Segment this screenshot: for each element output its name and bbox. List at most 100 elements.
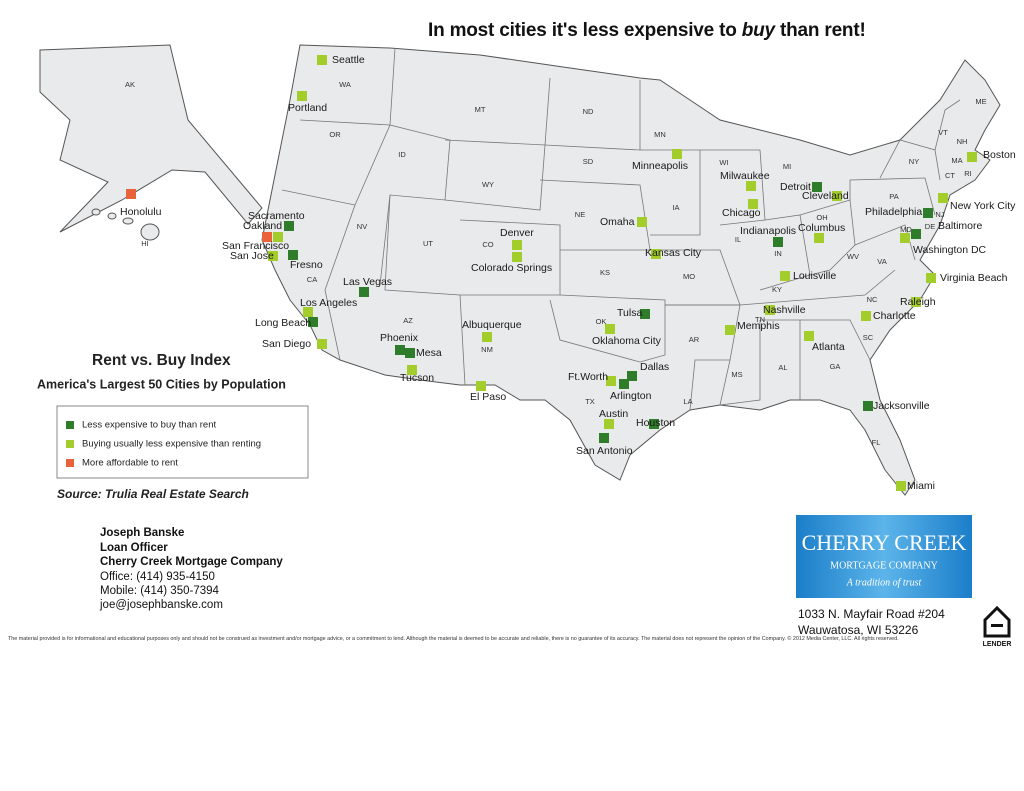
city-label: Nashville	[763, 304, 806, 316]
state-label: MS	[731, 370, 742, 379]
city-label: San Diego	[262, 338, 311, 350]
legend-swatch	[66, 459, 74, 467]
city-label: Oakland	[243, 220, 282, 232]
contact-mobile: Mobile: (414) 350-7394	[100, 585, 219, 597]
city-label: Charlotte	[873, 310, 916, 322]
state-label: WY	[482, 180, 494, 189]
map-shapes	[39, 44, 1001, 496]
city-marker	[512, 252, 522, 262]
legend-box	[56, 405, 309, 479]
state-label: WV	[847, 252, 859, 261]
contact-office: Office: (414) 935-4150	[100, 571, 215, 583]
city-marker	[317, 55, 327, 65]
state-label: GA	[830, 362, 841, 371]
house-bar	[991, 624, 1003, 627]
border	[719, 320, 761, 406]
border	[444, 144, 546, 211]
city-marker	[832, 191, 842, 201]
city-label: Tucson	[400, 372, 434, 384]
island	[122, 217, 134, 225]
city-label: Sacramento	[248, 210, 305, 222]
city-marker	[359, 287, 369, 297]
city-marker	[773, 237, 783, 247]
city-marker	[303, 307, 313, 317]
city-marker	[967, 152, 977, 162]
state-label: MD	[900, 225, 912, 234]
title: In most cities it's less expensive to bu…	[428, 20, 866, 42]
legend-swatch	[66, 421, 74, 429]
title-emphasis: buy	[741, 20, 775, 41]
city-label: Oklahoma City	[592, 335, 662, 347]
city-marker	[861, 311, 871, 321]
city-marker	[273, 232, 283, 242]
city-label: Detroit	[780, 181, 811, 193]
city-label: Honolulu	[120, 206, 162, 218]
city-marker	[804, 331, 814, 341]
state-label: TX	[585, 397, 595, 406]
city-label: Memphis	[737, 320, 780, 332]
state-label: WI	[719, 158, 728, 167]
state-label: SC	[863, 333, 874, 342]
city-label: Indianapolis	[740, 225, 796, 237]
state-label: NE	[575, 210, 585, 219]
city-marker	[262, 232, 272, 242]
city-marker	[746, 181, 756, 191]
equal-housing: LENDER	[983, 605, 1012, 648]
badge: LENDER	[983, 641, 1012, 648]
border	[384, 194, 466, 386]
state-label: HI	[141, 239, 149, 248]
city-label: Denver	[500, 227, 534, 239]
state-label: WA	[339, 80, 351, 89]
state-label: CA	[307, 275, 317, 284]
city-label: Washington DC	[913, 244, 987, 256]
city-marker	[512, 240, 522, 250]
alaska	[39, 44, 263, 233]
address-line: 1033 N. Mayfair Road #204	[798, 607, 945, 621]
city-label: Dallas	[640, 361, 669, 373]
city-marker	[126, 189, 136, 199]
legend-subheading: America's Largest 50 Cities by Populatio…	[37, 377, 286, 391]
contact-role: Loan Officer	[100, 542, 168, 554]
border	[759, 214, 811, 291]
border	[800, 319, 871, 361]
border	[549, 294, 666, 363]
city-marker	[814, 233, 824, 243]
city-marker	[651, 249, 661, 259]
border	[739, 269, 896, 306]
city-label: Cleveland	[802, 190, 849, 202]
city-label: Las Vegas	[343, 276, 392, 288]
contact-email: joe@josephbanske.com	[100, 599, 223, 611]
state-label: NV	[357, 222, 367, 231]
state-borders	[281, 47, 961, 411]
legend-heading: Rent vs. Buy Index	[92, 352, 231, 369]
state-label: RI	[964, 169, 972, 178]
city-label: Kansas City	[645, 247, 702, 259]
city-marker	[297, 91, 307, 101]
city-marker	[911, 229, 921, 239]
city-label: San Antonio	[576, 445, 633, 457]
contact-company: Cherry Creek Mortgage Company	[100, 556, 283, 568]
state-label: ME	[975, 97, 986, 106]
city-label: Chicago	[722, 207, 761, 219]
city-label: Virginia Beach	[940, 272, 1008, 284]
state-label: AK	[125, 80, 135, 89]
city-label: Colorado Springs	[471, 262, 552, 274]
city-marker	[649, 419, 659, 429]
city-label: Raleigh	[900, 296, 936, 308]
city-label: Phoenix	[380, 332, 419, 344]
state-label: NC	[867, 295, 878, 304]
logo-bg	[796, 515, 972, 598]
island	[91, 208, 101, 216]
contiguous-us	[261, 44, 1001, 496]
city-marker	[288, 250, 298, 260]
state-label: OK	[596, 317, 607, 326]
city-label: Boston	[983, 149, 1016, 161]
city-marker	[605, 324, 615, 334]
city-marker	[395, 345, 405, 355]
state-label: UT	[423, 239, 433, 248]
city-marker	[938, 193, 948, 203]
state-label: MA	[951, 156, 962, 165]
city-label: El Paso	[470, 391, 506, 403]
